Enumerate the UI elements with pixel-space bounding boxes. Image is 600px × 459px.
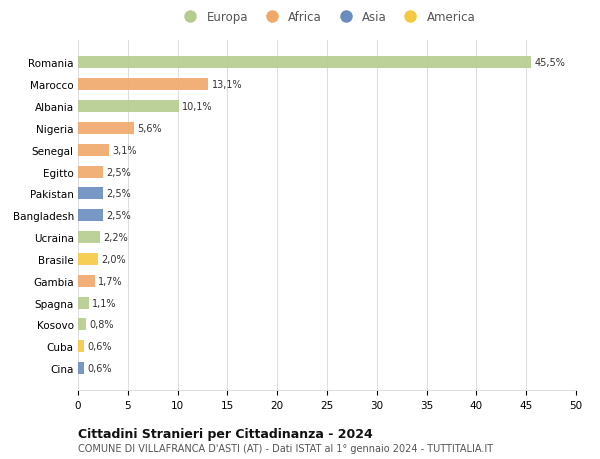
- Bar: [78, 144, 109, 157]
- Text: 5,6%: 5,6%: [137, 123, 161, 134]
- Text: 2,2%: 2,2%: [103, 233, 128, 242]
- Text: 1,7%: 1,7%: [98, 276, 122, 286]
- Text: 2,0%: 2,0%: [101, 254, 125, 264]
- Legend: Europa, Africa, Asia, America: Europa, Africa, Asia, America: [176, 9, 478, 27]
- Bar: [78, 341, 84, 353]
- Bar: [78, 253, 98, 265]
- Text: 2,5%: 2,5%: [106, 167, 131, 177]
- Text: 0,6%: 0,6%: [87, 341, 112, 352]
- Bar: [78, 319, 86, 330]
- Text: Cittadini Stranieri per Cittadinanza - 2024: Cittadini Stranieri per Cittadinanza - 2…: [78, 427, 373, 440]
- Text: 0,8%: 0,8%: [89, 320, 113, 330]
- Text: 2,5%: 2,5%: [106, 189, 131, 199]
- Bar: [78, 101, 179, 113]
- Text: 10,1%: 10,1%: [182, 102, 212, 112]
- Text: 13,1%: 13,1%: [211, 80, 242, 90]
- Bar: [78, 210, 103, 222]
- Bar: [78, 123, 134, 134]
- Bar: [78, 275, 95, 287]
- Bar: [78, 79, 208, 91]
- Bar: [78, 166, 103, 178]
- Text: COMUNE DI VILLAFRANCA D'ASTI (AT) - Dati ISTAT al 1° gennaio 2024 - TUTTITALIA.I: COMUNE DI VILLAFRANCA D'ASTI (AT) - Dati…: [78, 443, 493, 453]
- Text: 3,1%: 3,1%: [112, 146, 136, 155]
- Bar: [78, 231, 100, 244]
- Bar: [78, 57, 531, 69]
- Bar: [78, 362, 84, 374]
- Bar: [78, 297, 89, 309]
- Text: 45,5%: 45,5%: [534, 58, 565, 68]
- Text: 2,5%: 2,5%: [106, 211, 131, 221]
- Text: 1,1%: 1,1%: [92, 298, 116, 308]
- Bar: [78, 188, 103, 200]
- Text: 0,6%: 0,6%: [87, 364, 112, 373]
